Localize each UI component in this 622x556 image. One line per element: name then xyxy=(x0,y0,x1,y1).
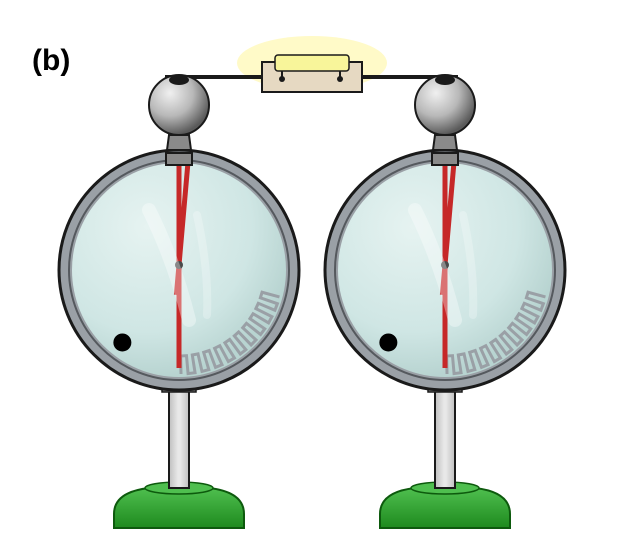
stand-stem xyxy=(169,388,189,488)
electroscope-0 xyxy=(59,75,299,528)
electroscope-pair-diagram xyxy=(0,0,622,556)
sphere-cap xyxy=(435,75,455,85)
neck xyxy=(167,135,191,150)
electroscope-1 xyxy=(325,75,565,528)
top-post xyxy=(166,153,192,165)
terminal-dot xyxy=(113,333,131,351)
neck xyxy=(433,135,457,150)
resistor-body xyxy=(275,55,349,71)
top-post xyxy=(432,153,458,165)
terminal-dot xyxy=(379,333,397,351)
sphere-cap xyxy=(169,75,189,85)
stand-stem xyxy=(435,388,455,488)
